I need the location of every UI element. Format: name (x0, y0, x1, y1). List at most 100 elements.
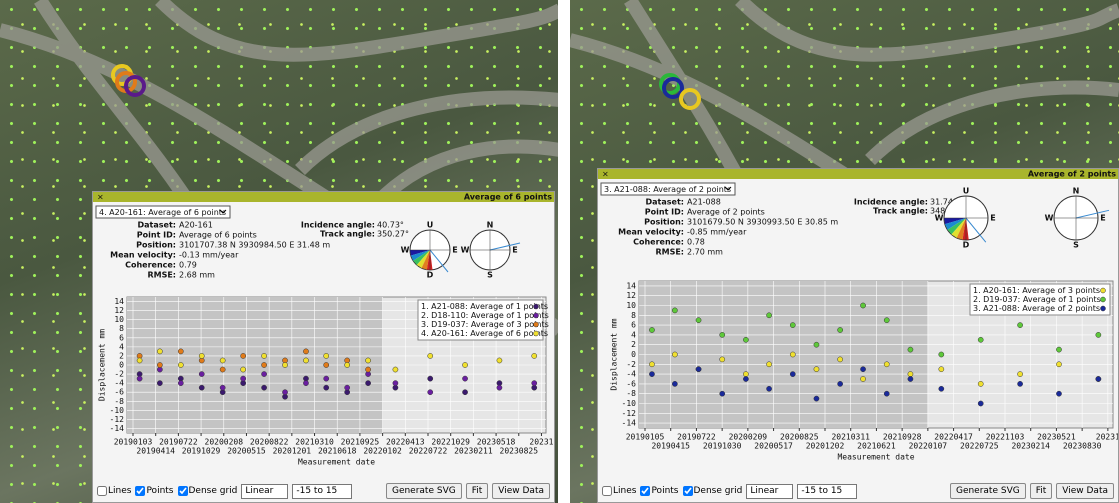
compass-letter: W (935, 214, 944, 223)
button[interactable]: View Data (492, 483, 550, 499)
checkbox[interactable] (178, 486, 188, 496)
scale-select[interactable]: Linear (746, 484, 793, 499)
point (860, 303, 865, 308)
point (908, 372, 913, 377)
y-tick-label: 10 (626, 301, 636, 310)
button[interactable]: Generate SVG (950, 483, 1026, 499)
point (743, 337, 748, 342)
point (766, 386, 771, 391)
point (462, 390, 467, 395)
point (199, 371, 204, 376)
angle-label: Track angle: (873, 207, 928, 216)
checkbox[interactable] (97, 486, 107, 496)
point (766, 313, 771, 318)
point (790, 352, 795, 357)
legend-entry: 2. D19-037: Average of 1 points (973, 295, 1101, 304)
point (720, 332, 725, 337)
point (261, 385, 266, 390)
point (282, 362, 287, 367)
x-tick-label: 20231 (1096, 433, 1119, 442)
x-tick-label: 20200517 (754, 442, 793, 451)
controls: LinesPointsDense gridLinear-15 to 15Gene… (602, 483, 1114, 499)
close-button[interactable]: × (97, 193, 104, 202)
info-label: RMSE: (655, 248, 684, 257)
y-tick-label: 14 (626, 281, 636, 290)
compass-letter: N (487, 221, 494, 230)
range-select[interactable]: -15 to 15 (797, 484, 857, 499)
point (241, 367, 246, 372)
y-tick-label: 14 (114, 297, 124, 306)
point (814, 396, 819, 401)
point (978, 381, 983, 386)
point (393, 367, 398, 372)
x-tick-label: 20210618 (318, 447, 357, 456)
point (649, 327, 654, 332)
info-label: Mean velocity: (110, 251, 176, 260)
point (838, 357, 843, 362)
popup: ×Average of 2 points3. A21-088: Average … (597, 168, 1119, 503)
close-button[interactable]: × (602, 170, 609, 179)
info-value: 3101707.38 N 3930984.50 E 31.48 m (179, 241, 330, 250)
range-select[interactable]: -15 to 15 (292, 484, 352, 499)
checkbox[interactable] (683, 486, 693, 496)
point (261, 353, 266, 358)
x-tick-label: 20210311 (831, 433, 870, 442)
button[interactable]: View Data (1056, 483, 1114, 499)
point (428, 390, 433, 395)
angle-label: Incidence angle: (301, 221, 375, 230)
x-tick-label: 20230830 (1063, 442, 1102, 451)
legend-entry: 3. A21-088: Average of 2 points (973, 304, 1100, 313)
header-title: Average of 6 points (464, 193, 552, 202)
point (261, 362, 266, 367)
point (672, 381, 677, 386)
angle-value: 350.27° (377, 230, 409, 239)
checkbox[interactable] (135, 486, 145, 496)
point (345, 362, 350, 367)
point (303, 381, 308, 386)
y-tick-label: 2 (631, 340, 636, 349)
info-value: A21-088 (687, 198, 721, 207)
legend-marker (1101, 306, 1106, 311)
point (814, 342, 819, 347)
check-label: Dense grid (694, 486, 743, 496)
point (939, 352, 944, 357)
point (497, 358, 502, 363)
y-tick-label: -12 (110, 415, 125, 424)
legend-marker (534, 331, 539, 336)
point (428, 353, 433, 358)
y-tick-label: -12 (622, 409, 637, 418)
button[interactable]: Fit (466, 483, 489, 499)
point (137, 376, 142, 381)
scale-select[interactable]: Linear (241, 484, 288, 499)
info-label: Position: (644, 218, 684, 227)
info-label: RMSE: (147, 271, 176, 280)
point (939, 386, 944, 391)
button[interactable]: Generate SVG (386, 483, 462, 499)
compass-letter: W (401, 246, 410, 255)
point (649, 362, 654, 367)
checkbox[interactable] (640, 486, 650, 496)
point (672, 308, 677, 313)
x-tick-label: 20230825 (500, 447, 539, 456)
check-label: Dense grid (189, 486, 238, 496)
point (157, 349, 162, 354)
point (199, 385, 204, 390)
x-tick-label: 20210621 (857, 442, 896, 451)
checkbox[interactable] (602, 486, 612, 496)
point (366, 381, 371, 386)
x-tick-label: 20200822 (250, 438, 289, 447)
point (860, 367, 865, 372)
point (1017, 372, 1022, 377)
info-label: Dataset: (646, 198, 684, 207)
legend-entry: 2. D18-110: Average of 1 points (421, 311, 549, 320)
button[interactable]: Fit (1030, 483, 1053, 499)
x-tick-label: 20220102 (363, 447, 402, 456)
x-tick-label: 20190415 (651, 442, 690, 451)
x-tick-label: 20230214 (1011, 442, 1050, 451)
x-tick-label: 20220725 (960, 442, 999, 451)
point (282, 390, 287, 395)
angle-label: Incidence angle: (854, 198, 928, 207)
x-tick-label: 20210310 (295, 438, 334, 447)
